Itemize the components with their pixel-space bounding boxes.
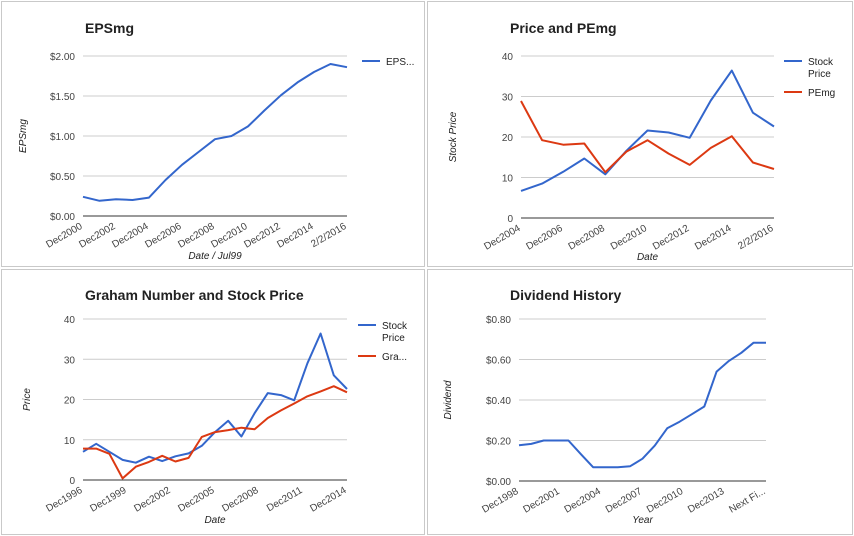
series-line-0 bbox=[520, 69, 775, 192]
legend-label: Gra... bbox=[382, 352, 407, 363]
chart-title: Dividend History bbox=[510, 287, 621, 303]
y-tick-label: $0.60 bbox=[486, 356, 511, 367]
y-axis-label: Price bbox=[22, 388, 33, 411]
eps-chart: EPSmg$0.00$0.50$1.00$1.50$2.00Dec2000Dec… bbox=[18, 20, 414, 262]
y-tick-label: 0 bbox=[69, 476, 75, 487]
graham-chart: Graham Number and Stock Price 0 10 20 30 40 De… bbox=[22, 287, 408, 526]
x-tick-label: Dec2000 bbox=[44, 221, 85, 251]
x-tick-label: Dec2010 bbox=[209, 221, 250, 251]
y-tick-label: 10 bbox=[502, 174, 514, 185]
price-pe-chart-panel: Price and PEmg 0 10 20 30 40 Dec2004 Dec2006 Dec… bbox=[427, 1, 853, 267]
chart-title: Price and PEmg bbox=[510, 20, 617, 36]
y-tick-label: $0.00 bbox=[50, 212, 75, 223]
x-tick-label: Dec2013 bbox=[686, 486, 727, 516]
dividend-chart: Dividend History $0.00 $0.20 $0.40 $0.60 $0.8… bbox=[443, 287, 768, 526]
x-tick-label: Dec2006 bbox=[524, 223, 565, 253]
x-tick-label: Dec2008 bbox=[567, 223, 608, 253]
x-tick-label: Dec1999 bbox=[88, 485, 129, 515]
y-tick-label: $2.00 bbox=[50, 52, 75, 63]
y-tick-label: $0.00 bbox=[486, 477, 511, 488]
x-tick-label: Dec2012 bbox=[242, 221, 283, 251]
x-tick-label: Dec2010 bbox=[645, 486, 686, 516]
x-tick-label: Dec2007 bbox=[604, 486, 645, 516]
y-tick-label: $0.20 bbox=[486, 437, 511, 448]
x-tick-label: 2/2/2016 bbox=[736, 223, 776, 252]
x-axis-label: Date bbox=[204, 515, 226, 526]
x-axis-label: Year bbox=[632, 515, 653, 526]
y-tick-label: 0 bbox=[507, 214, 513, 225]
x-tick-label: Dec2004 bbox=[110, 221, 151, 251]
y-tick-label: 40 bbox=[502, 52, 514, 63]
y-tick-label: 20 bbox=[502, 133, 514, 144]
x-tick-label: Dec2006 bbox=[143, 221, 184, 251]
graham-chart-panel: Graham Number and Stock Price 0 10 20 30 40 De… bbox=[1, 269, 425, 535]
x-tick-label: Dec2014 bbox=[693, 223, 734, 253]
series-line-0 bbox=[82, 332, 348, 464]
x-tick-label: Dec2004 bbox=[563, 486, 604, 516]
x-tick-label: Next Fi... bbox=[727, 486, 767, 516]
y-tick-label: $0.50 bbox=[50, 172, 75, 183]
legend-label: Stock Price bbox=[808, 57, 834, 80]
x-tick-label: Dec2011 bbox=[265, 485, 305, 514]
series-line-1 bbox=[520, 100, 775, 174]
x-tick-label: Dec2008 bbox=[176, 221, 217, 251]
y-tick-label: 30 bbox=[502, 93, 514, 104]
x-tick-label: Dec1998 bbox=[480, 486, 521, 516]
x-tick-label: Dec2014 bbox=[308, 485, 349, 515]
y-tick-label: 40 bbox=[64, 315, 76, 326]
eps-chart-panel: EPSmg $0.00 $0.50 $1.00 $1.50 $2.00 Dec2000 Dec… bbox=[1, 1, 425, 267]
chart-title: Graham Number and Stock Price bbox=[85, 287, 304, 303]
x-tick-label: 2/2/2016 bbox=[309, 221, 349, 250]
legend-label: PEmg bbox=[808, 88, 835, 99]
y-tick-label: 20 bbox=[64, 396, 76, 407]
y-tick-label: $0.80 bbox=[486, 315, 511, 326]
x-tick-label: Dec2012 bbox=[651, 223, 692, 253]
x-tick-label: Dec2002 bbox=[132, 485, 173, 515]
chart-title: EPSmg bbox=[85, 20, 134, 36]
x-tick-label: Dec2001 bbox=[521, 486, 562, 516]
x-tick-label: Dec2010 bbox=[609, 223, 650, 253]
y-tick-label: $0.40 bbox=[486, 396, 511, 407]
dividend-chart-panel: Dividend History $0.00 $0.20 $0.40 $0.60 $0.8… bbox=[427, 269, 853, 535]
x-tick-label: Dec2004 bbox=[482, 223, 523, 253]
series-line-0 bbox=[82, 63, 348, 202]
y-tick-label: 10 bbox=[64, 436, 76, 447]
legend-label: Stock Price bbox=[382, 321, 408, 344]
series-line-1 bbox=[83, 385, 348, 480]
x-tick-label: Dec2008 bbox=[220, 485, 261, 515]
legend-label: EPS... bbox=[386, 57, 414, 68]
y-axis-label: Dividend bbox=[443, 380, 454, 419]
y-tick-label: $1.00 bbox=[50, 132, 75, 143]
x-tick-label: Dec2014 bbox=[275, 221, 316, 251]
series-line-0 bbox=[518, 341, 766, 469]
x-tick-label: Dec2002 bbox=[77, 221, 118, 251]
x-tick-label: Dec1996 bbox=[44, 485, 85, 515]
x-axis-label: Date / Jul99 bbox=[188, 251, 242, 262]
x-tick-label: Dec2005 bbox=[176, 485, 217, 515]
y-axis-label: EPSmg bbox=[18, 119, 29, 153]
y-tick-label: $1.50 bbox=[50, 92, 75, 103]
y-tick-label: 30 bbox=[64, 355, 76, 366]
y-axis-label: Stock Price bbox=[448, 111, 459, 162]
x-axis-label: Date bbox=[637, 252, 659, 263]
